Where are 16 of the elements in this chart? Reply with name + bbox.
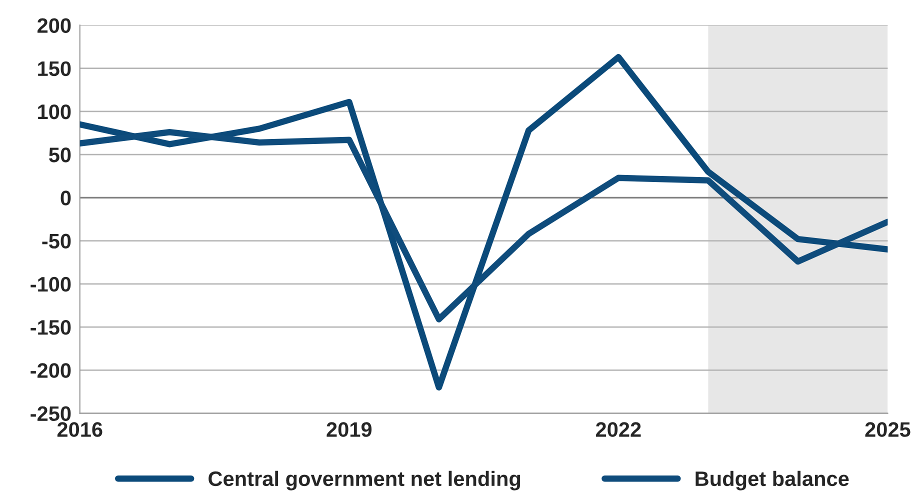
y-tick-label: -50 — [42, 234, 71, 249]
y-tick-label: 50 — [49, 148, 71, 162]
legend-label: Central government net lending — [208, 470, 520, 490]
x-tick-label: 2022 — [596, 422, 641, 437]
x-tick-label: 2025 — [865, 422, 910, 437]
y-tick-label: -150 — [30, 320, 71, 335]
x-tick-label: 2019 — [326, 422, 372, 437]
y-tick-label: 150 — [38, 61, 71, 76]
y-tick-label: 0 — [60, 190, 71, 206]
y-tick-label: -200 — [30, 363, 71, 378]
y-tick-label: 200 — [38, 18, 71, 33]
y-tick-label: 100 — [38, 104, 71, 120]
legend-label: Budget balance — [696, 470, 849, 490]
y-tick-label: -100 — [30, 276, 71, 292]
x-tick-label: 2016 — [57, 422, 102, 437]
y-tick-label: -250 — [30, 406, 71, 422]
